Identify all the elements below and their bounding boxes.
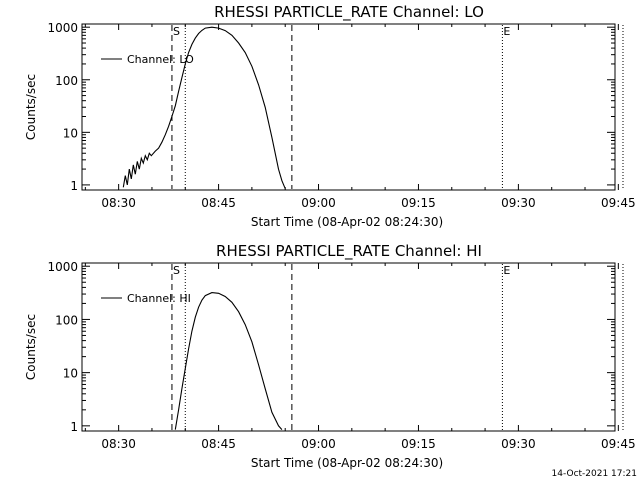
- x-tick-label: 09:15: [401, 437, 436, 451]
- y-tick-label: 100: [55, 74, 78, 88]
- event-marker-label: S: [173, 25, 180, 38]
- event-marker-label: S: [173, 264, 180, 277]
- plot-area: 08:3008:4509:0009:1509:3009:4510:0011010…: [47, 21, 636, 210]
- y-tick-label: 10: [63, 367, 78, 381]
- x-tick-label: 08:45: [201, 437, 236, 451]
- x-tick-label: 08:30: [101, 196, 136, 210]
- data-series-line: [174, 292, 283, 430]
- y-tick-label: 10: [63, 126, 78, 140]
- x-tick-label: 09:15: [401, 196, 436, 210]
- event-marker-label: E: [503, 25, 510, 38]
- plot-area: 08:3008:4509:0009:1509:3009:4510:0011010…: [47, 260, 636, 451]
- event-marker-label: E: [503, 264, 510, 277]
- y-tick-label: 100: [55, 313, 78, 327]
- y-tick-label: 1000: [47, 260, 78, 274]
- legend-entry: Channel: LO: [127, 53, 194, 66]
- y-axis-label: Counts/sec: [24, 74, 38, 140]
- x-tick-label: 09:45: [601, 196, 636, 210]
- generation-timestamp: 14-Oct-2021 17:21: [552, 469, 637, 479]
- y-tick-label: 1: [70, 420, 78, 434]
- chart-panel-hi: RHESSI PARTICLE_RATE Channel: HI Counts/…: [24, 242, 636, 470]
- x-axis-label: Start Time (08-Apr-02 08:24:30): [251, 215, 443, 229]
- plot-frame: [81, 23, 616, 191]
- chart-title: RHESSI PARTICLE_RATE Channel: LO: [214, 3, 484, 22]
- x-tick-label: 09:30: [501, 196, 536, 210]
- plot-frame: [81, 262, 616, 432]
- x-tick-label: 09:00: [301, 437, 336, 451]
- x-axis-label: Start Time (08-Apr-02 08:24:30): [251, 456, 443, 470]
- y-tick-label: 1: [70, 179, 78, 193]
- x-tick-label: 08:30: [101, 437, 136, 451]
- y-axis-label: Counts/sec: [24, 314, 38, 380]
- y-tick-label: 1000: [47, 21, 78, 35]
- legend-entry: Channel: HI: [127, 292, 191, 305]
- x-tick-label: 09:30: [501, 437, 536, 451]
- x-tick-label: 09:45: [601, 437, 636, 451]
- x-tick-label: 08:45: [201, 196, 236, 210]
- x-tick-label: 09:00: [301, 196, 336, 210]
- data-series-line: [122, 26, 286, 189]
- chart-title: RHESSI PARTICLE_RATE Channel: HI: [216, 242, 482, 261]
- chart-panel-lo: RHESSI PARTICLE_RATE Channel: LO Counts/…: [24, 3, 636, 229]
